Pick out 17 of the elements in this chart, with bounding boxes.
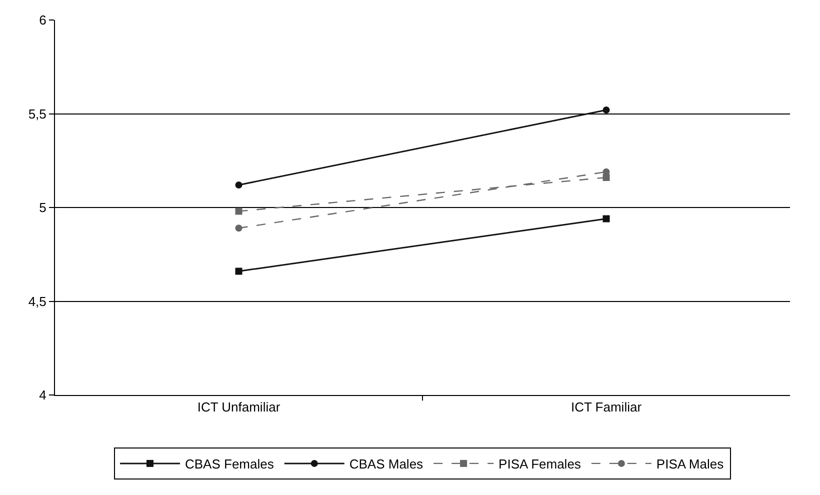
y-tick-label: 4 xyxy=(39,388,46,403)
x-tick-label: ICT Unfamiliar xyxy=(197,400,281,415)
legend-label: CBAS Males xyxy=(349,456,424,472)
point xyxy=(235,224,242,232)
y-tick-label: 4,5 xyxy=(28,294,46,309)
point xyxy=(235,182,242,188)
y-tick-label: 6 xyxy=(39,12,46,28)
point xyxy=(602,215,610,222)
legend-label: PISA Females xyxy=(498,456,582,472)
legend-label: CBAS Females xyxy=(185,456,274,472)
y-tick-label: 5,5 xyxy=(28,106,46,122)
legend-label: PISA Males xyxy=(656,456,724,472)
y-tick-label: 5 xyxy=(39,200,46,216)
point xyxy=(235,208,242,215)
x-tick-label: ICT Familiar xyxy=(570,400,642,415)
point xyxy=(235,268,242,275)
point xyxy=(602,106,610,114)
